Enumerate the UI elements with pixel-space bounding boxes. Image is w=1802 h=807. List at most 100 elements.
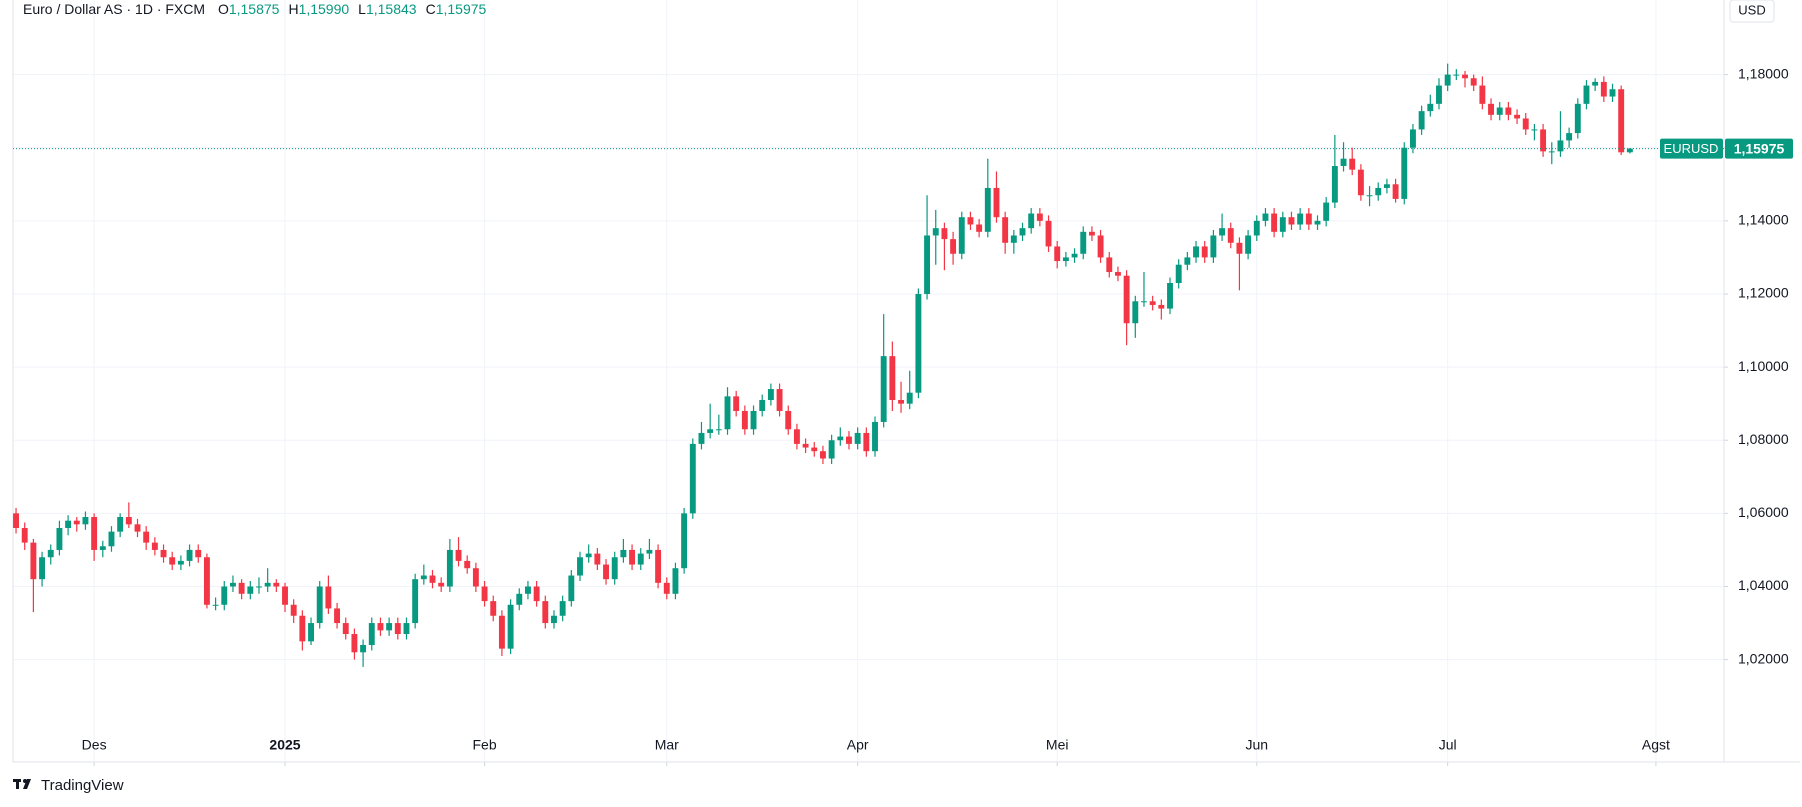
candle-body <box>1297 213 1304 225</box>
candle-body <box>1566 133 1573 141</box>
candle-body <box>308 623 314 642</box>
candle-body <box>1401 147 1408 199</box>
candle-body <box>1357 169 1364 196</box>
candle-body <box>446 549 453 587</box>
candle-body <box>1618 89 1625 153</box>
currency-label[interactable]: USD <box>1738 2 1765 17</box>
symbol-title: Euro / Dollar AS · 1D · FXCM <box>23 1 206 17</box>
candle-body <box>1479 85 1486 104</box>
candle-body <box>1201 246 1208 258</box>
candle-body <box>1409 129 1416 148</box>
candle-body <box>368 623 375 645</box>
candle-body <box>620 549 627 558</box>
y-tick-label: 1,08000 <box>1738 431 1789 447</box>
candle-body <box>282 586 288 605</box>
candle-body <box>603 564 609 580</box>
candle-body <box>203 557 210 605</box>
candle-body <box>1392 184 1399 199</box>
candle-body <box>846 436 852 444</box>
candle-body <box>195 549 202 558</box>
candle-body <box>880 356 887 422</box>
candle-body <box>759 400 766 411</box>
candle-body <box>1253 220 1260 236</box>
candle-body <box>186 549 193 561</box>
candle-body <box>1600 81 1607 97</box>
candle-body <box>1548 151 1555 153</box>
ohlc-value: 1,15843 <box>365 1 417 17</box>
candle-body <box>689 443 696 514</box>
candle-body <box>1088 231 1095 236</box>
currency-button[interactable] <box>1729 0 1775 23</box>
candle-body <box>715 429 722 431</box>
candle-body <box>889 356 896 401</box>
candle-body <box>542 601 549 624</box>
candle-body <box>750 410 757 430</box>
candle-body <box>1193 246 1199 258</box>
candle-body <box>472 568 479 587</box>
candle-body <box>507 604 514 649</box>
candle-body <box>498 615 505 649</box>
last-price-tag <box>1725 138 1793 159</box>
candle-body <box>1132 301 1139 324</box>
candle-body <box>1262 213 1269 221</box>
candle-body <box>394 623 401 635</box>
candle-body <box>334 608 341 624</box>
symbol-tag-label: EURUSD <box>1664 141 1719 156</box>
candle-body <box>724 396 731 430</box>
brand-name: TradingView <box>41 777 124 794</box>
candle-body <box>377 623 384 631</box>
ohlc-key: C <box>425 1 436 17</box>
candle-body <box>577 557 583 576</box>
candle-body <box>1062 257 1069 262</box>
candle-body <box>854 432 861 444</box>
candle-body <box>21 527 28 543</box>
candle-body <box>767 389 774 401</box>
y-tick-label: 1,04000 <box>1738 577 1789 593</box>
candle-body <box>1141 301 1147 303</box>
candle-body <box>837 436 844 441</box>
candle-body <box>1383 184 1390 188</box>
candle-body <box>1045 220 1052 247</box>
candle-body <box>342 623 349 635</box>
candle-body <box>125 517 132 525</box>
candle-body <box>1036 213 1043 221</box>
candle-body <box>1453 74 1460 76</box>
candle-body <box>1531 129 1538 131</box>
candle-body <box>993 187 1000 218</box>
candle-body <box>56 527 63 550</box>
candle-body <box>429 575 436 583</box>
candle-body <box>950 239 957 254</box>
candle-body <box>177 560 184 565</box>
candle-body <box>681 513 688 569</box>
candle-body <box>212 604 219 606</box>
candle-body <box>134 524 141 532</box>
candle-body <box>1123 275 1130 324</box>
candle-body <box>39 557 46 580</box>
candle-body <box>1028 213 1035 229</box>
candle-body <box>438 582 445 587</box>
candle-body <box>976 224 983 232</box>
candle-body <box>629 549 636 565</box>
last-price-label: 1,15975 <box>1734 140 1785 156</box>
candle-body <box>1097 235 1104 258</box>
candle-body <box>316 586 323 624</box>
candle-body <box>1470 78 1477 86</box>
ohlc-value: 1,15990 <box>298 1 350 17</box>
ohlc-value: 1,15875 <box>228 1 280 17</box>
candle-body <box>785 410 792 430</box>
candle-body <box>585 553 592 558</box>
candle-body <box>872 421 878 452</box>
candle-body <box>1236 242 1243 254</box>
candle-body <box>247 586 254 594</box>
candle-body <box>1184 257 1191 265</box>
candle-body <box>1323 202 1330 221</box>
candle-body <box>1626 148 1633 153</box>
candle-body <box>1540 129 1547 152</box>
candle-body <box>1106 257 1113 273</box>
candle-body <box>1271 213 1278 232</box>
candle-body <box>802 443 809 448</box>
candle-body <box>290 604 297 616</box>
candle-body <box>524 586 531 594</box>
candle-body <box>256 586 262 588</box>
